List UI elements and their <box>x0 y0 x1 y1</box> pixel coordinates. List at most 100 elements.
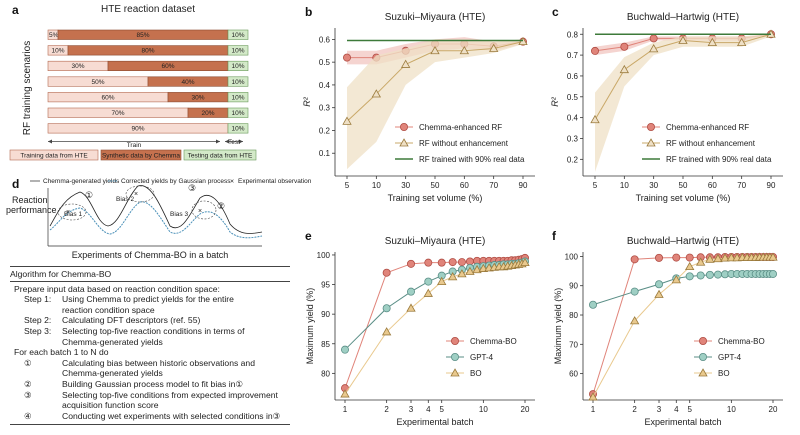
chartB-xtick-label: 5 <box>345 181 350 190</box>
chartF-ytick-label: 90 <box>569 282 578 291</box>
chartC-ytick-label: 0.7 <box>567 51 579 60</box>
step-marker-1: ① <box>85 191 93 201</box>
algorithm-line: ② Building Gaussian process model to fit … <box>10 379 290 390</box>
chartE-legend-label: BO <box>470 369 482 378</box>
algorithm-bottom-rule <box>10 424 290 426</box>
chartC-xtick-label: 5 <box>593 181 598 190</box>
chartF-xtick-label: 1 <box>591 405 596 414</box>
row-7-test-label: 10% <box>231 126 244 133</box>
test-label: Test <box>228 139 240 146</box>
chartE-ytick-label: 95 <box>321 281 330 290</box>
row-6-test-label: 10% <box>231 110 244 117</box>
chartF-xtick-label: 10 <box>727 405 736 414</box>
chartB-ytick-label: 0.4 <box>319 81 331 90</box>
legend-synth: Synthetic data by Chemma <box>102 153 180 160</box>
train-test-arrow: Train Test <box>48 139 243 149</box>
chartF-series-bo-point <box>726 253 737 262</box>
chartB-xlabel: Training set volume (%) <box>388 193 483 203</box>
algorithm-step-text: Calculating bias between historic observ… <box>62 357 255 368</box>
algorithm-step-label: ① <box>24 357 32 368</box>
chartC-xtick-label: 60 <box>708 181 717 190</box>
row-6-test-segment <box>227 107 249 118</box>
chartC-series-rf-without-enhancement-point <box>736 37 747 46</box>
chartE-xtick-label: 20 <box>521 405 530 414</box>
chartF-legend-label: GPT-4 <box>718 353 742 362</box>
row-6-train-label: 70% <box>111 110 124 117</box>
bias-label-2: Bias 2 <box>116 196 134 203</box>
chartE-legend-label: Chemma-BO <box>470 337 517 346</box>
panel-a-legend: Training data from HTE Synthetic data by… <box>9 149 257 161</box>
row-2-synth-label: 80% <box>141 48 154 55</box>
chartC-series-rf-without-enhancement-point <box>707 37 718 46</box>
bias-label-3: Bias 3 <box>170 211 188 218</box>
algorithm-line: Step 1: Using Chemma to predict yields fo… <box>10 294 290 305</box>
chartC-series-rf-without-enhancement-point <box>590 114 600 124</box>
legend-corrected-yields: Corrected yields by Gaussian process <box>121 178 231 185</box>
algorithm-step-label: ② <box>24 378 32 389</box>
chartE-series-chemma-bo-point <box>437 258 446 267</box>
chartE-series-bo-point <box>423 288 433 297</box>
chartF-series-chemma-bo-point <box>655 253 664 262</box>
row-7-train-label: 90% <box>131 126 144 133</box>
algorithm-step-text: Calculating DFT descriptors (ref. 55) <box>62 315 201 326</box>
chartC-ytick-label: 0.4 <box>567 114 579 123</box>
chartF-series-bo-point <box>695 257 706 266</box>
chartF-ytick-label: 80 <box>569 311 578 320</box>
step-marker-3: ③ <box>188 184 196 194</box>
chartF-series-chemma-bo-point <box>685 253 694 262</box>
chartF-legend-marker <box>699 352 708 361</box>
chartC-xtick-label: 10 <box>620 181 629 190</box>
chartE-legend-marker <box>450 352 459 361</box>
row-3-test-label: 10% <box>231 63 244 70</box>
row-5-test-segment <box>227 92 249 103</box>
algorithm-line: Chemma-generated yields <box>62 368 163 379</box>
algorithm-line: Step 2: Calculating DFT descriptors (ref.… <box>10 315 290 326</box>
chartF-series-bo-point <box>768 252 778 261</box>
algorithm-box: Algorithm for Chemma-BO Prepare input da… <box>10 266 290 426</box>
algorithm-step-text: Selecting top-five conditions from expec… <box>62 389 278 400</box>
cross-marker-icon: × <box>230 179 234 186</box>
panel-label-e: e <box>305 229 312 243</box>
algorithm-title: Algorithm for Chemma-BO <box>10 266 290 282</box>
panel-a-dataset-diagram: HTE reaction dataset RF training scenari… <box>9 4 257 161</box>
chemma-generated-curve <box>49 185 263 234</box>
chartB-xtick-label: 50 <box>431 181 440 190</box>
chartF-ytick-label: 60 <box>569 370 578 379</box>
legend-swatch-train <box>9 149 99 161</box>
chartF-xtick-label: 20 <box>769 405 778 414</box>
chartE-series-bo-line <box>344 262 526 395</box>
row-2-train-label: 10% <box>51 48 64 55</box>
chartF-series-bo-point <box>713 253 723 263</box>
algorithm-steps: Prepare input data based on reaction con… <box>10 284 290 422</box>
chartB-series-rf-without-enhancement-point <box>371 89 382 98</box>
bias-ellipses <box>57 185 217 221</box>
row-4-test-label: 10% <box>231 79 244 86</box>
chartE-series-bo-point <box>381 327 392 336</box>
chartF-series-chemma-bo-point <box>672 253 681 262</box>
chart-e-suzuki-yield: Suzuki–Miyaura (HTE) 80 85 90 95 100 1 2 3 4 5 10 20… <box>305 236 535 427</box>
algorithm-line: For each batch 1 to N do <box>14 347 109 358</box>
row-2-test-label: 10% <box>231 48 244 55</box>
chartC-xtick-label: 90 <box>767 181 776 190</box>
chartB-legend-marker <box>399 123 408 132</box>
svg-text:×: × <box>134 191 138 198</box>
chartE-series-chemma-bo-point <box>457 258 466 267</box>
chartF-xtick-label: 3 <box>657 405 662 414</box>
panel-label-d: d <box>12 177 19 191</box>
row-5-train-label: 60% <box>101 94 114 101</box>
panel-label-c: c <box>552 5 559 19</box>
algorithm-line: ① Calculating bias between historic obser… <box>10 358 290 369</box>
chartE-title: Suzuki–Miyaura (HTE) <box>385 236 486 247</box>
chartE-ytick-label: 85 <box>321 340 330 349</box>
chartE-legend-marker <box>450 368 460 377</box>
algorithm-step-text: Selecting top-five reaction conditions i… <box>62 325 245 336</box>
chartC-series-chemma-enhanced-rf-point <box>649 34 658 43</box>
chartE-series-bo-point <box>465 266 475 275</box>
chartF-series-bo-point <box>720 253 730 262</box>
chartC-series-rf-without-enhancement-point <box>619 64 630 74</box>
chartF-series-gpt-4-point <box>705 270 714 279</box>
chartC-ylabel: R² <box>550 96 560 106</box>
chartC-series-rf-without-enhancement-point <box>648 44 659 53</box>
chartE-series-gpt-4-point <box>382 304 391 313</box>
chartF-series-bo-line <box>592 256 773 398</box>
